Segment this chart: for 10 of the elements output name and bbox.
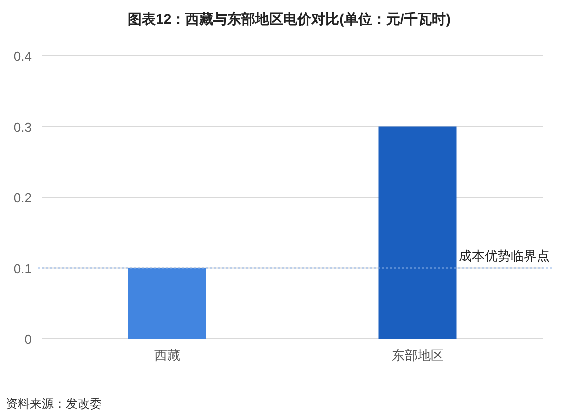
text: 资料来源：发改委 xyxy=(6,397,102,411)
y-tick-label: 0.3 xyxy=(14,120,32,135)
y-tick-label: 0 xyxy=(24,332,32,347)
y-tick-label: 0.4 xyxy=(14,49,32,64)
x-tick-label: 东部地区 xyxy=(392,348,444,363)
ref-line-label: 成本优势临界点 xyxy=(459,248,550,264)
y-tick-label: 0.1 xyxy=(14,261,32,276)
y-tick-label: 0.2 xyxy=(14,190,32,206)
chart-title: 图表12：西藏与东部地区电价对比(单位：元/千瓦时) xyxy=(128,11,451,27)
x-tick-label: 西藏 xyxy=(154,348,180,363)
